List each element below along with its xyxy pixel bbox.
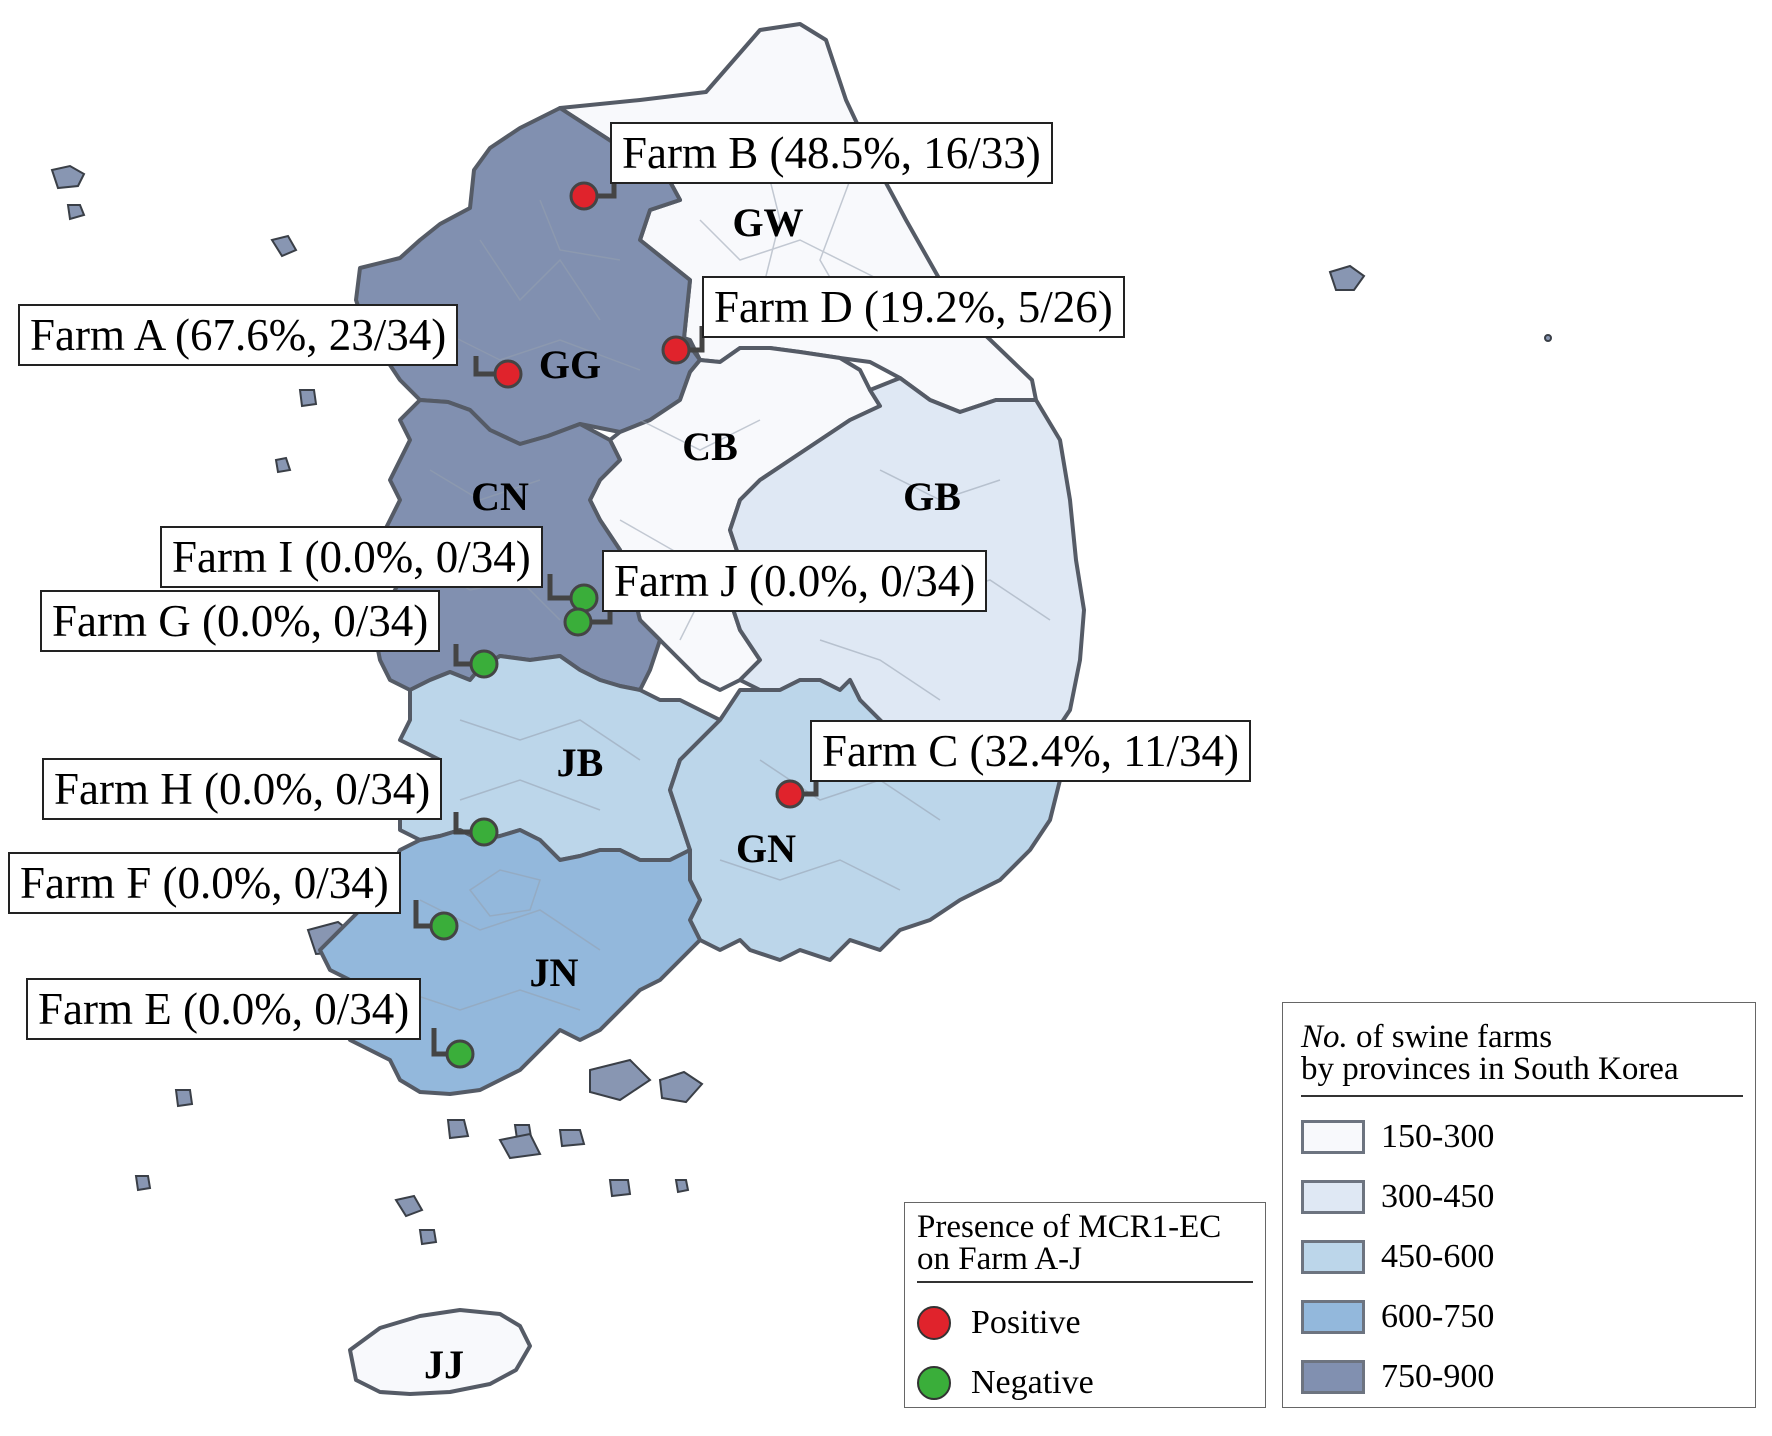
farm-b-marker [569,181,599,211]
farm-f-label: Farm F (0.0%, 0/34) [8,852,401,914]
farm-j-label: Farm J (0.0%, 0/34) [602,550,988,612]
label-jn: JN [530,950,579,995]
farm-b-label: Farm B (48.5%, 16/33) [610,122,1053,184]
label-gg: GG [539,342,601,387]
swine-legend-title: No. of swine farms by provinces in South… [1301,1019,1679,1087]
farm-markers [429,181,805,1069]
class-600-750: 600-750 [1301,1287,1743,1347]
farm-h-label: Farm H (0.0%, 0/34) [42,758,443,820]
positive-dot-icon [917,1306,951,1340]
farm-e-marker [445,1039,475,1069]
class-750-900: 750-900 [1301,1347,1743,1407]
farm-g-label: Farm G (0.0%, 0/34) [40,590,441,652]
class-150-300: 150-300 [1301,1107,1743,1167]
negative-dot-icon [917,1366,951,1400]
province-labels: GW GG CB CN GB JB GN JN JJ [424,200,961,1387]
presence-legend: Presence of MCR1-EC on Farm A-J Positive… [904,1202,1266,1408]
farm-i-marker [569,583,599,613]
presence-legend-title: Presence of MCR1-EC on Farm A-J [917,1209,1222,1277]
farm-j-marker [563,607,593,637]
farm-d-label: Farm D (19.2%, 5/26) [702,276,1125,338]
farm-a-marker [493,359,523,389]
class-450-600: 450-600 [1301,1227,1743,1287]
farm-h-marker [469,817,499,847]
provinces [318,22,1086,1396]
label-cn: CN [471,474,529,519]
label-jj: JJ [424,1342,464,1387]
label-gw: GW [732,200,803,245]
farm-e-label: Farm E (0.0%, 0/34) [26,978,422,1040]
label-cb: CB [682,424,738,469]
farm-a-label: Farm A (67.6%, 23/34) [18,304,459,366]
class-300-450: 300-450 [1301,1167,1743,1227]
farm-d-marker [661,335,691,365]
legend-positive: Positive [917,1293,1253,1353]
label-gb: GB [903,474,961,519]
farm-i-label: Farm I (0.0%, 0/34) [160,526,543,588]
farm-c-label: Farm C (32.4%, 11/34) [810,720,1252,782]
farm-c-marker [775,779,805,809]
legend-negative: Negative [917,1353,1253,1413]
swine-farms-legend: No. of swine farms by provinces in South… [1282,1002,1756,1408]
farm-f-marker [429,911,459,941]
label-gn: GN [736,826,796,871]
farm-g-marker [469,649,499,679]
label-jb: JB [557,740,604,785]
province-jj [348,1308,532,1396]
